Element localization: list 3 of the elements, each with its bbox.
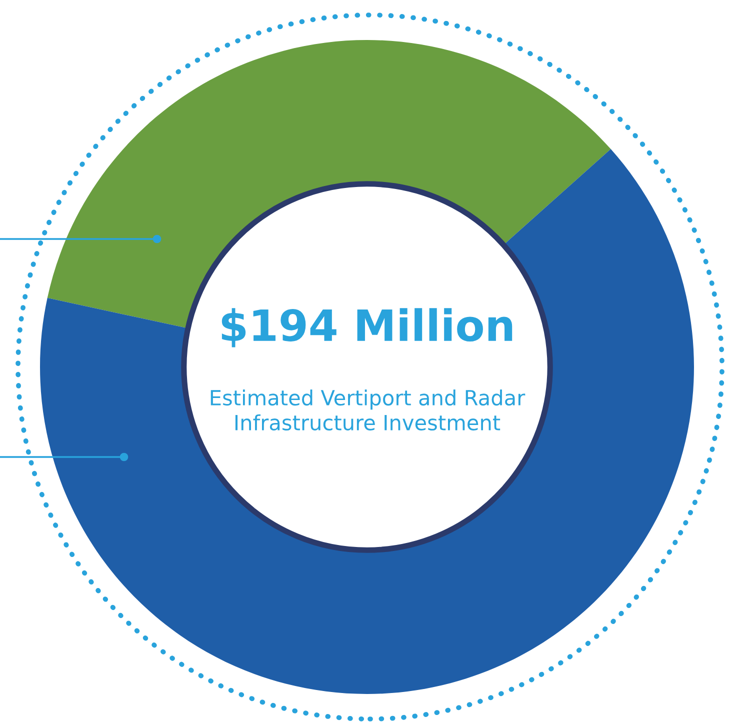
donut-slice — [40, 149, 694, 694]
text: $194 Million — [222, 308, 512, 348]
text: Estimated Vertiport and Radar Infrastructure Investment — [210, 389, 526, 430]
